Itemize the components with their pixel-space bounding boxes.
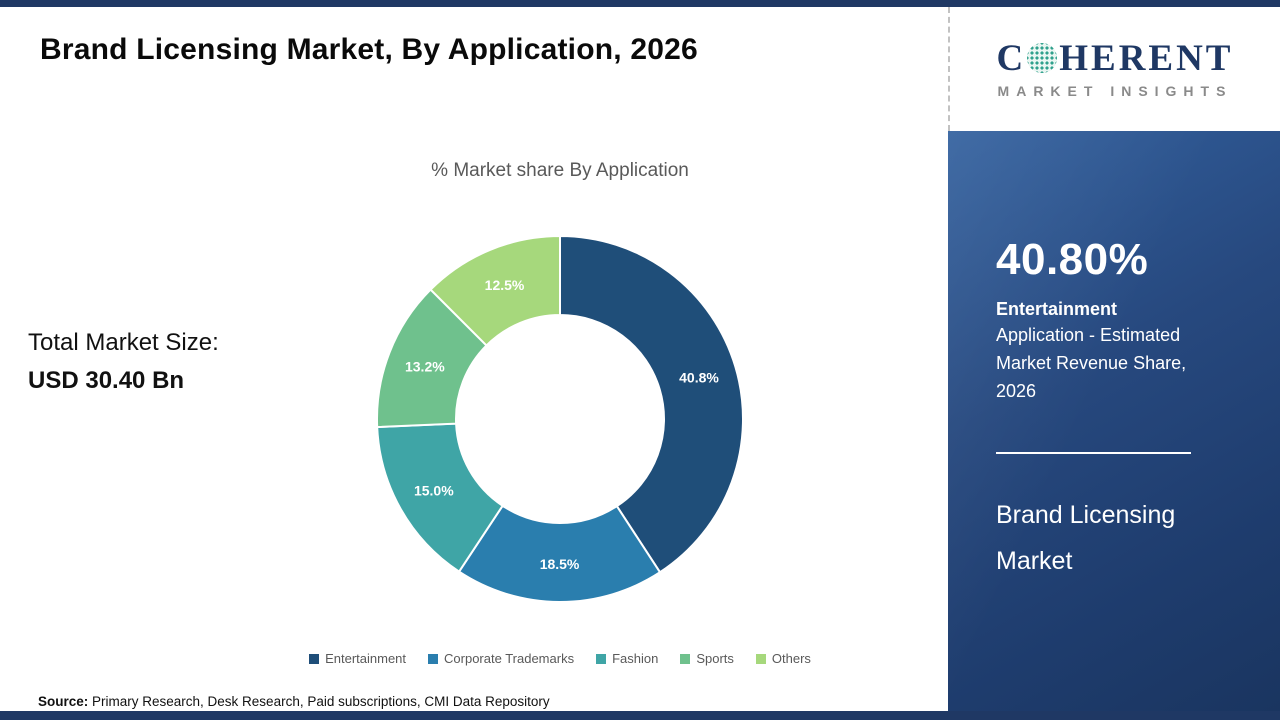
source-label: Source: xyxy=(38,694,89,709)
source-line: Source: Primary Research, Desk Research,… xyxy=(38,694,550,709)
legend-label: Sports xyxy=(696,651,734,666)
top-accent-bar xyxy=(0,0,1280,7)
panel-divider xyxy=(996,451,1191,454)
slice-label-sports: 13.2% xyxy=(405,358,445,374)
logo-letter-c: C xyxy=(996,37,1027,79)
slice-label-entertainment: 40.8% xyxy=(679,370,719,386)
highlight-panel: 40.80% Entertainment Application - Estim… xyxy=(948,131,1280,711)
legend-item-others: Others xyxy=(755,651,811,666)
legend-label: Others xyxy=(771,651,811,666)
donut-chart: 40.8% 18.5% 15.0% 13.2% 12.5% xyxy=(370,229,750,609)
report-name: Brand Licensing Market xyxy=(996,500,1176,575)
sidebar: C HERENT MARKET INSIGHTS 40.80% Entertai… xyxy=(948,0,1280,720)
donut-slice-others xyxy=(429,234,561,347)
legend-item-sports: Sports xyxy=(680,651,734,666)
slice-label-fashion: 15.0% xyxy=(414,482,454,498)
total-market-label: Total Market Size: xyxy=(28,329,219,356)
bottom-accent-bar xyxy=(0,711,1280,720)
donut-chart-svg: 40.8% 18.5% 15.0% 13.2% 12.5% xyxy=(376,234,744,603)
slice-label-corporate-trademarks: 18.5% xyxy=(540,556,580,572)
logo-subtitle: MARKET INSIGHTS xyxy=(997,82,1233,99)
page-title: Brand Licensing Market, By Application, … xyxy=(40,33,698,66)
legend-label: Fashion xyxy=(612,651,659,666)
logo-box: C HERENT MARKET INSIGHTS xyxy=(948,7,1280,131)
legend-marker xyxy=(428,653,439,664)
slice-label-others: 12.5% xyxy=(485,277,525,293)
total-market-block: Total Market Size: USD 30.40 Bn xyxy=(28,329,219,395)
stat-category: Entertainment xyxy=(996,299,1118,319)
legend-label: Entertainment xyxy=(325,651,407,666)
legend-marker xyxy=(596,653,607,664)
legend-item-corporate-trademarks: Corporate Trademarks xyxy=(428,651,574,666)
globe-icon xyxy=(1027,43,1058,73)
legend-marker xyxy=(309,653,320,664)
legend-item-fashion: Fashion xyxy=(596,651,658,666)
legend-label: Corporate Trademarks xyxy=(444,651,575,666)
source-text: Primary Research, Desk Research, Paid su… xyxy=(88,694,550,709)
total-market-value: USD 30.40 Bn xyxy=(28,367,185,394)
logo-rest: HERENT xyxy=(1059,37,1234,79)
stat-value: 40.80% xyxy=(996,235,1149,284)
chart-legend: Entertainment Corporate Trademarks Fashion… xyxy=(110,651,1010,666)
legend-marker xyxy=(755,653,766,664)
main-content: Brand Licensing Market, By Application, … xyxy=(0,7,948,711)
company-logo: C HERENT xyxy=(997,40,1234,77)
chart-title: % Market share By Application xyxy=(431,160,689,181)
legend-item-entertainment: Entertainment xyxy=(309,651,406,666)
stat-description: Application - Estimated Market Revenue S… xyxy=(996,325,1187,401)
legend-marker xyxy=(680,653,691,664)
donut-slice-entertainment xyxy=(559,234,744,574)
